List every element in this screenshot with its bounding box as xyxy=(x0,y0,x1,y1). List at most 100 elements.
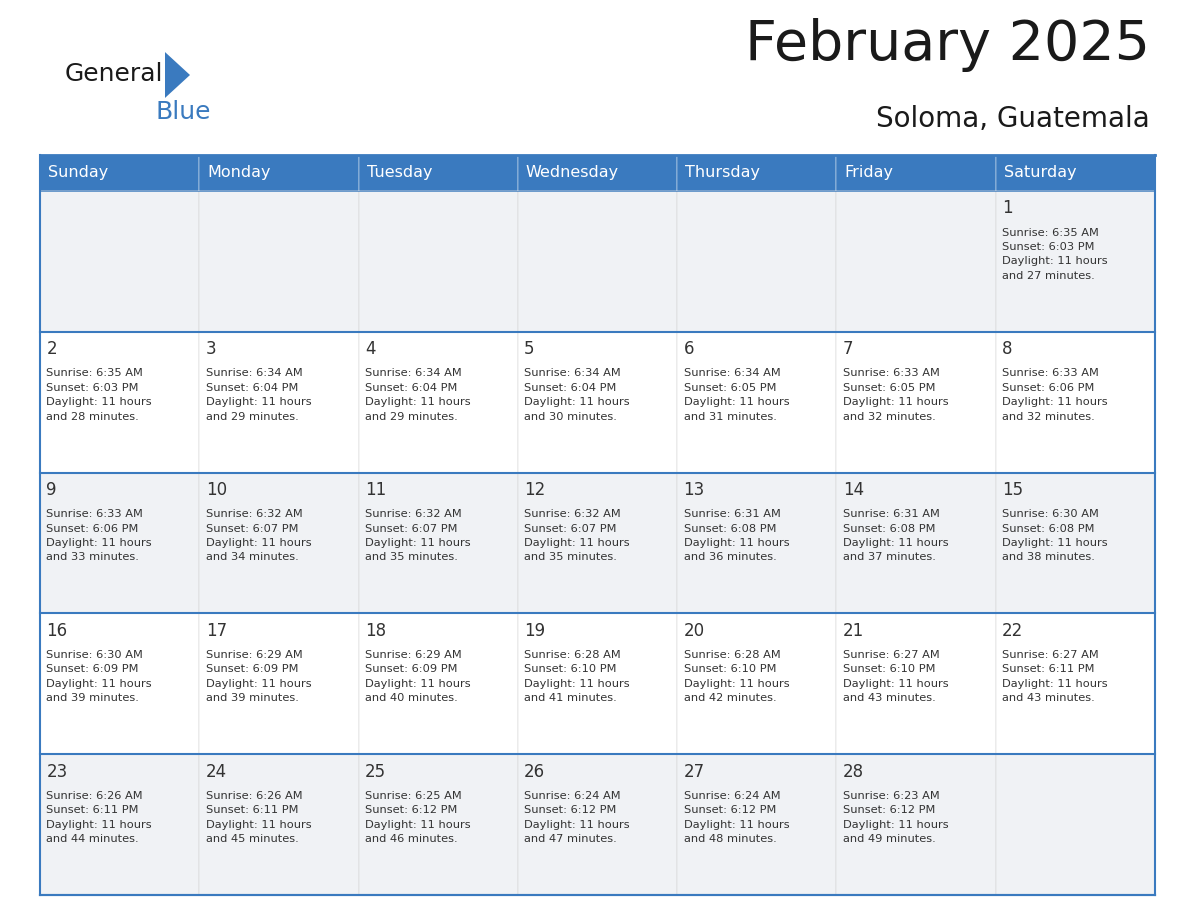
Text: Sunrise: 6:23 AM
Sunset: 6:12 PM
Daylight: 11 hours
and 49 minutes.: Sunrise: 6:23 AM Sunset: 6:12 PM Dayligh… xyxy=(842,790,948,844)
Text: Sunrise: 6:26 AM
Sunset: 6:11 PM
Daylight: 11 hours
and 44 minutes.: Sunrise: 6:26 AM Sunset: 6:11 PM Dayligh… xyxy=(46,790,152,844)
Text: 24: 24 xyxy=(206,763,227,780)
Text: Thursday: Thursday xyxy=(685,165,760,181)
Text: 20: 20 xyxy=(683,621,704,640)
Bar xyxy=(40,191,200,331)
Text: Sunrise: 6:28 AM
Sunset: 6:10 PM
Daylight: 11 hours
and 41 minutes.: Sunrise: 6:28 AM Sunset: 6:10 PM Dayligh… xyxy=(524,650,630,703)
Text: 11: 11 xyxy=(365,481,386,499)
Bar xyxy=(518,155,677,191)
Text: Tuesday: Tuesday xyxy=(367,165,432,181)
Text: 13: 13 xyxy=(683,481,704,499)
Text: Sunrise: 6:35 AM
Sunset: 6:03 PM
Daylight: 11 hours
and 27 minutes.: Sunrise: 6:35 AM Sunset: 6:03 PM Dayligh… xyxy=(1003,228,1107,281)
Text: 6: 6 xyxy=(683,341,694,358)
Bar xyxy=(677,155,836,191)
Text: 5: 5 xyxy=(524,341,535,358)
Text: 22: 22 xyxy=(1003,621,1023,640)
Text: 15: 15 xyxy=(1003,481,1023,499)
Text: 10: 10 xyxy=(206,481,227,499)
Bar xyxy=(996,755,1155,895)
Text: 27: 27 xyxy=(683,763,704,780)
Text: Sunrise: 6:24 AM
Sunset: 6:12 PM
Daylight: 11 hours
and 47 minutes.: Sunrise: 6:24 AM Sunset: 6:12 PM Dayligh… xyxy=(524,790,630,844)
Bar xyxy=(836,331,996,473)
Text: 28: 28 xyxy=(842,763,864,780)
Text: Sunrise: 6:30 AM
Sunset: 6:09 PM
Daylight: 11 hours
and 39 minutes.: Sunrise: 6:30 AM Sunset: 6:09 PM Dayligh… xyxy=(46,650,152,703)
Bar xyxy=(996,155,1155,191)
Bar xyxy=(518,473,677,613)
Bar xyxy=(836,191,996,331)
Bar xyxy=(996,473,1155,613)
Bar xyxy=(359,155,518,191)
Bar xyxy=(677,613,836,755)
Bar xyxy=(40,473,200,613)
Bar xyxy=(359,191,518,331)
Text: Sunrise: 6:34 AM
Sunset: 6:04 PM
Daylight: 11 hours
and 29 minutes.: Sunrise: 6:34 AM Sunset: 6:04 PM Dayligh… xyxy=(206,368,311,421)
Text: Sunrise: 6:34 AM
Sunset: 6:05 PM
Daylight: 11 hours
and 31 minutes.: Sunrise: 6:34 AM Sunset: 6:05 PM Dayligh… xyxy=(683,368,789,421)
Text: Sunrise: 6:30 AM
Sunset: 6:08 PM
Daylight: 11 hours
and 38 minutes.: Sunrise: 6:30 AM Sunset: 6:08 PM Dayligh… xyxy=(1003,509,1107,563)
Text: Sunrise: 6:32 AM
Sunset: 6:07 PM
Daylight: 11 hours
and 34 minutes.: Sunrise: 6:32 AM Sunset: 6:07 PM Dayligh… xyxy=(206,509,311,563)
Text: 3: 3 xyxy=(206,341,216,358)
Text: Sunrise: 6:31 AM
Sunset: 6:08 PM
Daylight: 11 hours
and 36 minutes.: Sunrise: 6:31 AM Sunset: 6:08 PM Dayligh… xyxy=(683,509,789,563)
Text: 21: 21 xyxy=(842,621,864,640)
Text: Sunrise: 6:35 AM
Sunset: 6:03 PM
Daylight: 11 hours
and 28 minutes.: Sunrise: 6:35 AM Sunset: 6:03 PM Dayligh… xyxy=(46,368,152,421)
Text: Sunrise: 6:29 AM
Sunset: 6:09 PM
Daylight: 11 hours
and 39 minutes.: Sunrise: 6:29 AM Sunset: 6:09 PM Dayligh… xyxy=(206,650,311,703)
Text: Sunrise: 6:33 AM
Sunset: 6:05 PM
Daylight: 11 hours
and 32 minutes.: Sunrise: 6:33 AM Sunset: 6:05 PM Dayligh… xyxy=(842,368,948,421)
Text: Sunrise: 6:34 AM
Sunset: 6:04 PM
Daylight: 11 hours
and 30 minutes.: Sunrise: 6:34 AM Sunset: 6:04 PM Dayligh… xyxy=(524,368,630,421)
Bar xyxy=(200,331,359,473)
Text: Sunrise: 6:24 AM
Sunset: 6:12 PM
Daylight: 11 hours
and 48 minutes.: Sunrise: 6:24 AM Sunset: 6:12 PM Dayligh… xyxy=(683,790,789,844)
Bar xyxy=(996,191,1155,331)
Bar xyxy=(996,331,1155,473)
Text: Soloma, Guatemala: Soloma, Guatemala xyxy=(877,105,1150,133)
Text: Sunrise: 6:29 AM
Sunset: 6:09 PM
Daylight: 11 hours
and 40 minutes.: Sunrise: 6:29 AM Sunset: 6:09 PM Dayligh… xyxy=(365,650,470,703)
Polygon shape xyxy=(165,52,190,98)
Text: February 2025: February 2025 xyxy=(745,18,1150,72)
Text: 17: 17 xyxy=(206,621,227,640)
Bar xyxy=(836,473,996,613)
Bar xyxy=(200,613,359,755)
Text: 26: 26 xyxy=(524,763,545,780)
Bar xyxy=(40,755,200,895)
Text: 19: 19 xyxy=(524,621,545,640)
Text: Sunrise: 6:32 AM
Sunset: 6:07 PM
Daylight: 11 hours
and 35 minutes.: Sunrise: 6:32 AM Sunset: 6:07 PM Dayligh… xyxy=(365,509,470,563)
Bar xyxy=(200,755,359,895)
Bar xyxy=(40,331,200,473)
Text: 23: 23 xyxy=(46,763,68,780)
Text: 9: 9 xyxy=(46,481,57,499)
Bar xyxy=(359,473,518,613)
Bar xyxy=(40,613,200,755)
Text: Sunrise: 6:33 AM
Sunset: 6:06 PM
Daylight: 11 hours
and 32 minutes.: Sunrise: 6:33 AM Sunset: 6:06 PM Dayligh… xyxy=(1003,368,1107,421)
Bar xyxy=(677,331,836,473)
Bar xyxy=(40,155,200,191)
Text: Wednesday: Wednesday xyxy=(526,165,619,181)
Text: Sunday: Sunday xyxy=(48,165,108,181)
Text: 4: 4 xyxy=(365,341,375,358)
Text: Sunrise: 6:28 AM
Sunset: 6:10 PM
Daylight: 11 hours
and 42 minutes.: Sunrise: 6:28 AM Sunset: 6:10 PM Dayligh… xyxy=(683,650,789,703)
Bar xyxy=(836,613,996,755)
Bar xyxy=(518,331,677,473)
Bar xyxy=(200,473,359,613)
Text: Sunrise: 6:33 AM
Sunset: 6:06 PM
Daylight: 11 hours
and 33 minutes.: Sunrise: 6:33 AM Sunset: 6:06 PM Dayligh… xyxy=(46,509,152,563)
Text: 2: 2 xyxy=(46,341,57,358)
Bar xyxy=(518,191,677,331)
Text: 16: 16 xyxy=(46,621,68,640)
Text: Sunrise: 6:34 AM
Sunset: 6:04 PM
Daylight: 11 hours
and 29 minutes.: Sunrise: 6:34 AM Sunset: 6:04 PM Dayligh… xyxy=(365,368,470,421)
Bar xyxy=(996,613,1155,755)
Bar xyxy=(518,755,677,895)
Text: General: General xyxy=(65,62,164,86)
Text: Sunrise: 6:27 AM
Sunset: 6:10 PM
Daylight: 11 hours
and 43 minutes.: Sunrise: 6:27 AM Sunset: 6:10 PM Dayligh… xyxy=(842,650,948,703)
Text: Saturday: Saturday xyxy=(1004,165,1076,181)
Text: Sunrise: 6:31 AM
Sunset: 6:08 PM
Daylight: 11 hours
and 37 minutes.: Sunrise: 6:31 AM Sunset: 6:08 PM Dayligh… xyxy=(842,509,948,563)
Text: 25: 25 xyxy=(365,763,386,780)
Bar xyxy=(677,755,836,895)
Text: Monday: Monday xyxy=(207,165,271,181)
Text: 8: 8 xyxy=(1003,341,1012,358)
Text: Sunrise: 6:32 AM
Sunset: 6:07 PM
Daylight: 11 hours
and 35 minutes.: Sunrise: 6:32 AM Sunset: 6:07 PM Dayligh… xyxy=(524,509,630,563)
Bar xyxy=(200,191,359,331)
Bar xyxy=(200,155,359,191)
Text: 7: 7 xyxy=(842,341,853,358)
Bar xyxy=(836,755,996,895)
Bar xyxy=(359,613,518,755)
Text: Sunrise: 6:27 AM
Sunset: 6:11 PM
Daylight: 11 hours
and 43 minutes.: Sunrise: 6:27 AM Sunset: 6:11 PM Dayligh… xyxy=(1003,650,1107,703)
Text: 1: 1 xyxy=(1003,199,1012,218)
Bar xyxy=(836,155,996,191)
Text: Sunrise: 6:26 AM
Sunset: 6:11 PM
Daylight: 11 hours
and 45 minutes.: Sunrise: 6:26 AM Sunset: 6:11 PM Dayligh… xyxy=(206,790,311,844)
Bar xyxy=(518,613,677,755)
